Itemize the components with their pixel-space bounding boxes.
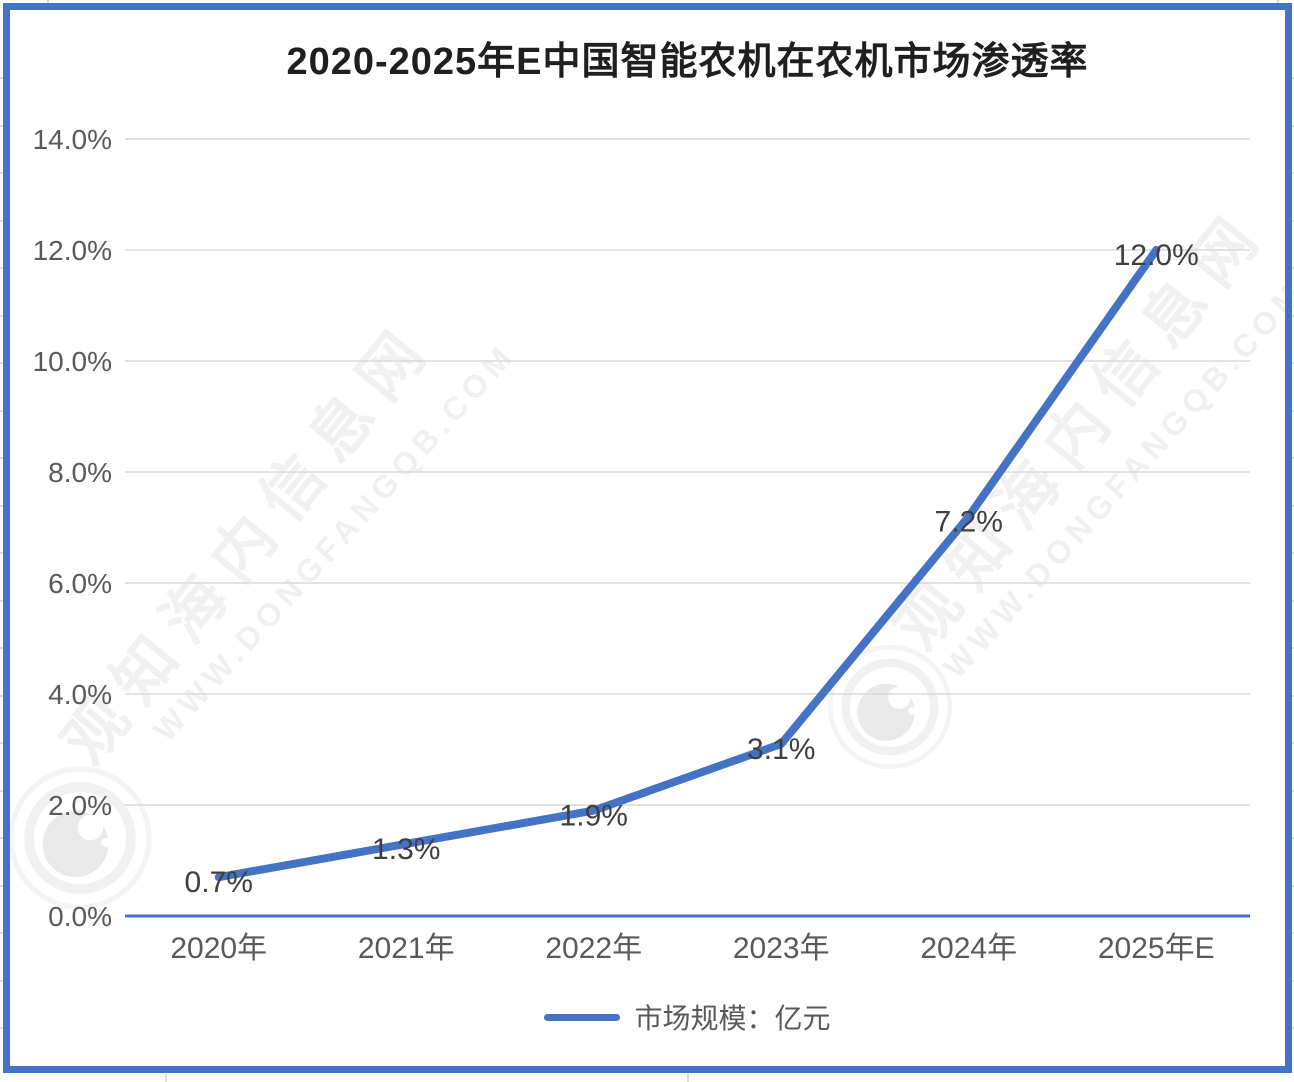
y-axis-tick-label: 4.0% [48,679,112,710]
spreadsheet-gridline-tick [1291,1027,1294,1029]
data-label: 0.7% [185,866,253,899]
spreadsheet-gridline-tick [0,789,3,792]
spreadsheet-gridline-tick [0,884,3,887]
spreadsheet-gridline-tick [0,362,3,364]
spreadsheet-gridline-tick [1291,314,1294,317]
spreadsheet-gridline-tick [0,124,3,127]
spreadsheet-gridline-tick [0,837,3,839]
spreadsheet-gridline-tick [1291,457,1294,459]
spreadsheet-gridline-tick [0,742,3,744]
spreadsheet-gridline-tick [1291,599,1294,602]
x-axis-tick-label: 2021年 [358,932,455,965]
data-label: 1.3% [372,833,440,866]
spreadsheet-gridline-tick [1291,77,1294,79]
x-axis-tick-label: 2020年 [170,932,267,965]
spreadsheet-gridline-tick [687,1074,689,1082]
spreadsheet-gridline-tick [1291,694,1294,697]
spreadsheet-gridline-tick [47,0,49,3]
spreadsheet-gridline-tick [1291,124,1294,127]
spreadsheet-gridline-tick [1291,172,1294,174]
spreadsheet-gridline-tick [1277,0,1279,3]
legend: 市场规模：亿元 [125,998,1250,1036]
spreadsheet-gridline-tick [0,219,3,222]
spreadsheet-gridline-tick [1291,552,1294,554]
spreadsheet-gridline-tick [0,172,3,174]
spreadsheet-gridline-tick [0,979,3,982]
spreadsheet-gridline-tick [0,1027,3,1029]
spreadsheet-gridline-tick [1291,647,1294,649]
spreadsheet-gridline-tick [1291,837,1294,839]
y-axis-tick-label: 14.0% [33,124,112,155]
spreadsheet-gridline-tick [0,409,3,412]
spreadsheet-gridline-tick [1291,884,1294,887]
x-axis-tick-label: 2025年E [1098,932,1215,965]
spreadsheet-gridline-tick [0,599,3,602]
spreadsheet-gridline-tick [1291,267,1294,269]
y-axis-tick-label: 8.0% [48,457,112,488]
spreadsheet-gridline-tick [165,1074,167,1082]
spreadsheet-gridline-tick [0,314,3,317]
y-axis-tick-label: 0.0% [48,901,112,932]
spreadsheet-gridline-tick [0,504,3,507]
legend-line-swatch [544,1013,621,1021]
spreadsheet-gridline-tick [1291,219,1294,222]
x-axis-tick-label: 2022年 [545,932,642,965]
spreadsheet-gridline-tick [0,77,3,79]
y-axis-tick-label: 10.0% [33,346,112,377]
series-line [214,246,1161,882]
spreadsheet-gridline-tick [0,932,3,934]
x-axis-tick-label: 2023年 [733,932,830,965]
x-axis-tick-label: 2024年 [920,932,1017,965]
y-axis-tick-label: 6.0% [48,568,112,599]
spreadsheet-gridline-tick [0,694,3,697]
y-axis-tick-label: 12.0% [33,235,112,266]
spreadsheet-gridline-tick [1291,742,1294,744]
chart-title: 2020-2025年E中国智能农机在农机市场渗透率 [286,41,1089,83]
legend-label: 市场规模：亿元 [634,1003,831,1034]
spreadsheet-gridline-tick [0,457,3,459]
data-label: 12.0% [1114,239,1199,272]
spreadsheet-gridline-tick [1291,362,1294,364]
spreadsheet-gridline-tick [1291,409,1294,412]
spreadsheet-gridline-tick [0,552,3,554]
data-label: 7.2% [935,505,1003,538]
spreadsheet-gridline-tick [0,647,3,649]
spreadsheet-gridline-tick [1291,789,1294,792]
spreadsheet-gridline-tick [1291,504,1294,507]
spreadsheet-gridline-tick [1291,979,1294,982]
y-axis-tick-label: 2.0% [48,790,112,821]
data-label: 3.1% [747,733,815,766]
data-label: 1.9% [560,800,628,833]
spreadsheet-gridline-tick [1291,932,1294,934]
spreadsheet-gridline-tick [0,267,3,269]
